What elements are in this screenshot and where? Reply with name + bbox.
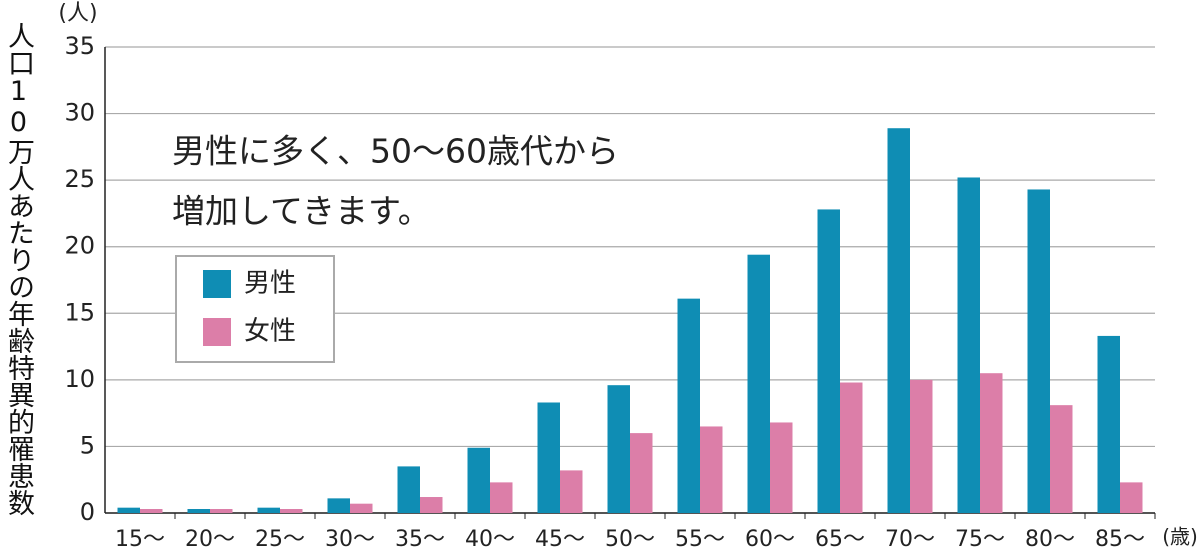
bar	[327, 498, 350, 513]
bar	[210, 509, 233, 513]
x-tick-label: 20〜	[185, 527, 235, 552]
bar	[700, 426, 723, 513]
bar	[980, 373, 1003, 513]
x-tick-label: 45〜	[535, 527, 585, 552]
x-tick-label: 70〜	[885, 527, 935, 552]
bar	[537, 402, 560, 513]
x-tick-label: 25〜	[255, 527, 305, 552]
bar	[1027, 189, 1050, 513]
x-tick-label: 75〜	[955, 527, 1005, 552]
x-tick-label: 55〜	[675, 527, 725, 552]
bar	[420, 497, 443, 513]
x-tick-label: 35〜	[395, 527, 445, 552]
bar	[817, 209, 840, 514]
x-tick-label: 50〜	[605, 527, 655, 552]
annotation: 増加してきます。	[172, 192, 431, 231]
bar	[1120, 482, 1143, 513]
x-tick-label: 85〜	[1095, 527, 1145, 552]
legend-swatch	[203, 270, 231, 298]
annotation: 男性に多く、50〜60歳代から	[172, 132, 619, 171]
y-tick-label: 25	[64, 165, 95, 193]
bar	[187, 509, 210, 513]
bar	[1097, 335, 1120, 513]
bar	[140, 509, 163, 513]
y-tick-label: 5	[80, 431, 95, 459]
y-tick-label: 0	[80, 498, 95, 526]
x-unit: (歳)	[1162, 525, 1198, 549]
bar	[490, 482, 513, 513]
bar	[1050, 405, 1073, 513]
bar	[560, 470, 583, 513]
legend-label: 女性	[244, 317, 296, 347]
bar	[840, 382, 863, 513]
bar	[607, 385, 630, 513]
x-tick-label: 30〜	[325, 527, 375, 552]
y-unit: (人)	[58, 1, 97, 26]
bar	[770, 422, 793, 513]
bar	[350, 503, 373, 513]
legend-swatch	[203, 318, 231, 346]
x-tick-label: 15〜	[115, 527, 165, 552]
y-tick-label: 20	[64, 232, 95, 260]
bar	[887, 128, 910, 513]
bar	[957, 177, 980, 514]
bar	[630, 433, 653, 513]
bar	[280, 509, 303, 513]
x-tick-label: 80〜	[1025, 527, 1075, 552]
x-tick-label: 40〜	[465, 527, 515, 552]
y-axis-title: 人口10万人あたりの年齢特異的罹患数	[3, 22, 34, 516]
y-tick-label: 15	[64, 298, 95, 326]
bar	[257, 507, 280, 513]
bar	[747, 254, 770, 513]
bar	[910, 379, 933, 513]
bar	[117, 507, 140, 513]
x-tick-label: 60〜	[745, 527, 795, 552]
legend-label: 男性	[244, 269, 296, 299]
y-tick-label: 35	[64, 32, 95, 60]
bar	[467, 447, 490, 513]
x-tick-label: 65〜	[815, 527, 865, 552]
legend-box	[175, 255, 335, 363]
y-tick-label: 10	[64, 365, 95, 393]
bar	[677, 298, 700, 513]
bar	[397, 466, 420, 513]
y-tick-label: 30	[64, 99, 95, 127]
